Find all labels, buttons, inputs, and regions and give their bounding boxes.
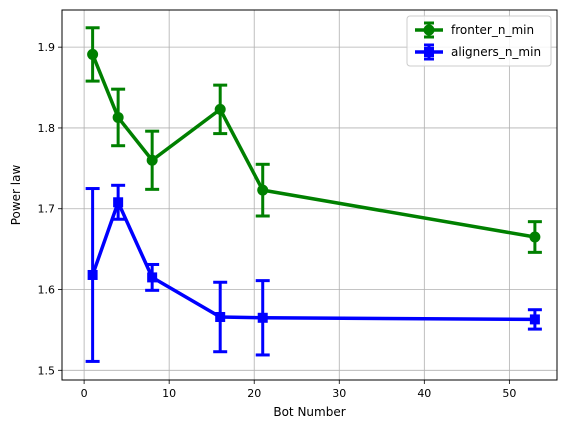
data-point [146, 154, 158, 166]
y-tick-label: 1.7 [38, 203, 56, 216]
legend-item: aligners_n_min [415, 43, 541, 61]
series-line [90, 53, 536, 239]
data-point [112, 111, 124, 123]
series-fronter_n_min [85, 26, 542, 254]
data-point [87, 48, 99, 60]
data-point [424, 47, 434, 57]
data-point [257, 312, 268, 323]
plot-frame [61, 9, 558, 381]
legend-label: aligners_n_min [451, 45, 541, 59]
data-point [257, 184, 269, 196]
series-line [90, 200, 535, 322]
data-point [215, 311, 226, 322]
data-point [529, 314, 540, 325]
series-aligners_n_min [85, 183, 542, 363]
x-axis-label: Bot Number [273, 405, 345, 419]
legend: fronter_n_min aligners_n_min [406, 15, 552, 67]
data-point [87, 269, 98, 280]
y-tick-label: 1.6 [38, 284, 56, 297]
data-point [147, 272, 158, 283]
legend-item: fronter_n_min [415, 21, 534, 39]
data-point [423, 24, 435, 36]
x-tick-label: 20 [247, 387, 261, 400]
y-tick-label: 1.8 [38, 122, 56, 135]
y-tick-label: 1.9 [38, 41, 56, 54]
y-axis-ticks: 1.5 1.6 1.7 1.8 1.9 [38, 41, 62, 377]
x-axis-ticks: 0 10 20 30 40 50 [81, 380, 516, 400]
grid-lines [62, 10, 557, 380]
x-tick-label: 50 [502, 387, 516, 400]
y-tick-label: 1.5 [38, 364, 56, 377]
x-tick-label: 0 [81, 387, 88, 400]
series-layer [85, 26, 542, 363]
data-point [214, 103, 226, 115]
x-tick-label: 40 [417, 387, 431, 400]
x-tick-label: 30 [332, 387, 346, 400]
legend-label: fronter_n_min [451, 23, 534, 37]
data-point [529, 231, 541, 243]
y-axis-label: Power law [9, 165, 23, 226]
data-point [113, 197, 124, 208]
x-tick-label: 10 [162, 387, 176, 400]
